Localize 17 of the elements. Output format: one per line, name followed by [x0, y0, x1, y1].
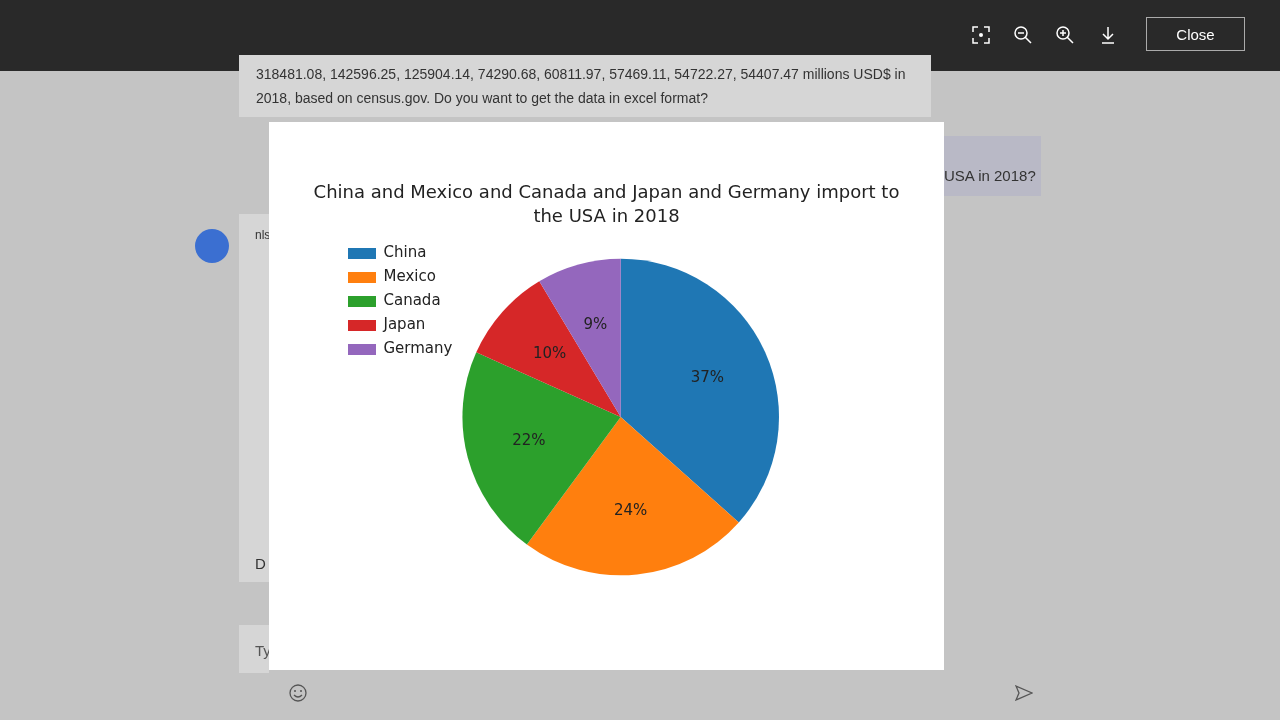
legend-label: China	[383, 243, 427, 262]
text: nls	[255, 228, 271, 242]
data-label: 10%	[533, 343, 567, 362]
legend-label: Japan	[382, 315, 426, 334]
legend-label: Germany	[383, 339, 453, 358]
data-label: 24%	[613, 501, 648, 520]
data-label: 37%	[690, 368, 725, 387]
text: Close	[1146, 17, 1245, 51]
text: 318481.08, 142596.25, 125904.14, 74290.68, 60811.97, 57469.11, 54722.27, 54407.47 millions USD$ in	[256, 66, 906, 82]
data-label: 22%	[512, 431, 546, 450]
text: D	[255, 555, 266, 572]
chart-title: China and Mexico and Canada and Japan and Germany import to the USA in 2018	[312, 180, 901, 228]
data-label: 9%	[583, 315, 608, 334]
text: 2018, based on census.gov. Do you want to get the data in excel format?	[256, 90, 708, 106]
text: USA in 2018?	[944, 167, 1036, 184]
legend-label: Mexico	[383, 267, 436, 286]
legend-label: Canada	[383, 291, 441, 310]
